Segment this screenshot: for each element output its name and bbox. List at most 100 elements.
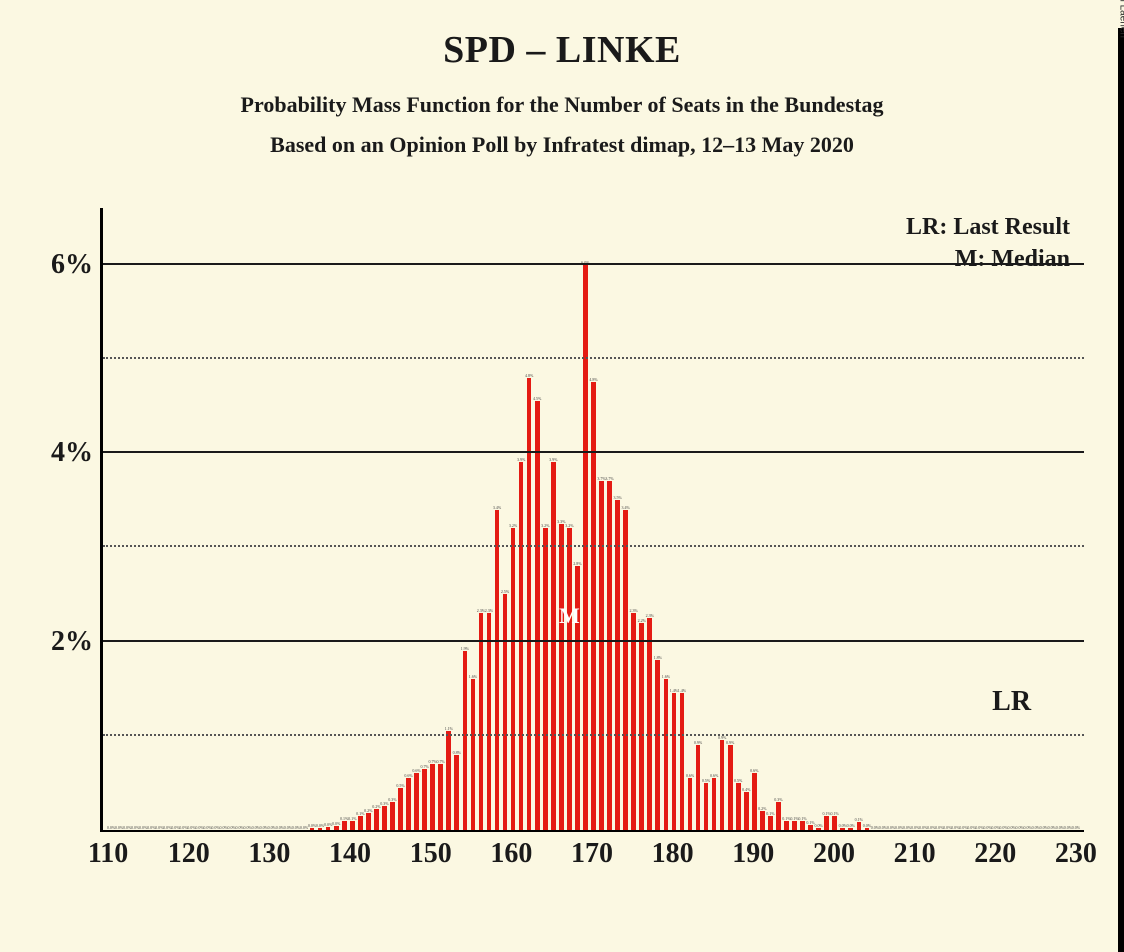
bar: 2.3% bbox=[647, 618, 652, 830]
bar-value-label: 3.5% bbox=[613, 495, 621, 500]
bar: 0.9% bbox=[728, 745, 733, 830]
x-axis-label: 210 bbox=[894, 838, 936, 870]
bar-value-label: 2.3% bbox=[646, 613, 654, 618]
bar: 0.3% bbox=[382, 806, 387, 830]
grid-minor bbox=[103, 545, 1084, 547]
bar: 0.1% bbox=[358, 816, 363, 830]
bar: 0.1% bbox=[350, 821, 355, 830]
bar-value-label: 1.8% bbox=[654, 655, 662, 660]
bar: 0.1% bbox=[832, 816, 837, 830]
bar: 3.3% bbox=[559, 524, 564, 830]
last-result-marker: LR bbox=[992, 686, 1031, 718]
bar: 3.4% bbox=[495, 510, 500, 830]
x-axis-label: 230 bbox=[1055, 838, 1097, 870]
bar-value-label: 0.5% bbox=[734, 778, 742, 783]
bar-value-label: 0.3% bbox=[380, 801, 388, 806]
bar-value-label: 0.6% bbox=[750, 768, 758, 773]
bar: 3.9% bbox=[519, 462, 524, 830]
bar-value-label: 3.7% bbox=[605, 476, 613, 481]
bar-value-label: 0.0% bbox=[1072, 825, 1080, 830]
x-axis-label: 140 bbox=[329, 838, 371, 870]
bar: 0.1% bbox=[768, 816, 773, 830]
bar: 1.6% bbox=[664, 679, 669, 830]
bar: 4.5% bbox=[535, 401, 540, 830]
bar-value-label: 0.6% bbox=[404, 773, 412, 778]
bar: 1.9% bbox=[463, 651, 468, 830]
copyright-text: © 2021 Filip van Laenen bbox=[1118, 0, 1124, 38]
bar: 0.0% bbox=[848, 828, 853, 830]
bar-value-label: 0.1% bbox=[831, 811, 839, 816]
bar: 3.7% bbox=[599, 481, 604, 830]
bar-value-label: 3.4% bbox=[493, 505, 501, 510]
bar: 1.4% bbox=[672, 693, 677, 830]
bar: 0.7% bbox=[438, 764, 443, 830]
bar-value-label: 3.4% bbox=[621, 505, 629, 510]
bar-value-label: 3.2% bbox=[509, 523, 517, 528]
grid-major bbox=[103, 263, 1084, 265]
bar-value-label: 0.4% bbox=[742, 787, 750, 792]
bar-value-label: 0.1% bbox=[766, 811, 774, 816]
bar: 0.1% bbox=[808, 825, 813, 830]
bar: 0.1% bbox=[857, 822, 862, 830]
bar-value-label: 0.6% bbox=[686, 773, 694, 778]
bar-value-label: 0.6% bbox=[710, 773, 718, 778]
bar: 3.2% bbox=[567, 528, 572, 830]
bar: 0.3% bbox=[776, 802, 781, 830]
bar: 0.1% bbox=[824, 816, 829, 830]
bar: 0.0% bbox=[865, 828, 870, 830]
bar: 0.0% bbox=[840, 828, 845, 830]
bar: 1.6% bbox=[471, 679, 476, 830]
bar-value-label: 2.3% bbox=[630, 608, 638, 613]
bar: 0.6% bbox=[688, 778, 693, 830]
bar-value-label: 1.9% bbox=[461, 646, 469, 651]
plot-area: 0.0%0.0%0.0%0.0%0.0%0.0%0.0%0.0%0.0%0.0%… bbox=[100, 208, 1084, 832]
bar: 3.4% bbox=[623, 510, 628, 830]
bar-value-label: 0.0% bbox=[814, 823, 822, 828]
bar-value-label: 3.2% bbox=[565, 523, 573, 528]
bar-value-label: 0.1% bbox=[348, 816, 356, 821]
grid-minor bbox=[103, 357, 1084, 359]
chart-subtitle-2: Based on an Opinion Poll by Infratest di… bbox=[0, 132, 1124, 158]
bar: 0.6% bbox=[414, 773, 419, 830]
bar-value-label: 0.9% bbox=[694, 740, 702, 745]
bar: 0.0% bbox=[334, 826, 339, 830]
bar-value-label: 4.5% bbox=[533, 396, 541, 401]
grid-major bbox=[103, 640, 1084, 642]
bar: 2.3% bbox=[487, 613, 492, 830]
bar: 0.1% bbox=[792, 821, 797, 830]
bar-value-label: 0.3% bbox=[774, 797, 782, 802]
right-border bbox=[1118, 28, 1124, 952]
bar: 0.2% bbox=[366, 813, 371, 830]
bar-value-label: 2.3% bbox=[485, 608, 493, 613]
bar: 3.2% bbox=[543, 528, 548, 830]
x-axis-label: 110 bbox=[88, 838, 128, 870]
legend-lr: LR: Last Result bbox=[906, 214, 1070, 241]
bar-value-label: 0.5% bbox=[702, 778, 710, 783]
bar-value-label: 4.8% bbox=[525, 373, 533, 378]
bar: 4.8% bbox=[591, 382, 596, 830]
bar-value-label: 3.9% bbox=[517, 457, 525, 462]
x-axis-label: 120 bbox=[168, 838, 210, 870]
bar: 0.0% bbox=[326, 827, 331, 830]
x-axis-label: 130 bbox=[248, 838, 290, 870]
bar-value-label: 2.2% bbox=[638, 618, 646, 623]
bar: 4.8% bbox=[527, 378, 532, 830]
bar: 0.1% bbox=[784, 821, 789, 830]
bar: 0.1% bbox=[342, 821, 347, 830]
bar: 0.8% bbox=[454, 755, 459, 830]
bar: 0.6% bbox=[406, 778, 411, 830]
x-axis-label: 160 bbox=[490, 838, 532, 870]
bar-value-label: 3.2% bbox=[541, 523, 549, 528]
bar: 3.7% bbox=[607, 481, 612, 830]
bar: 0.5% bbox=[704, 783, 709, 830]
bar-value-label: 0.7% bbox=[437, 759, 445, 764]
y-axis-label: 2% bbox=[51, 626, 93, 658]
bar: 0.7% bbox=[430, 764, 435, 830]
bar-value-label: 1.4% bbox=[678, 688, 686, 693]
bar-value-label: 3.9% bbox=[549, 457, 557, 462]
bar-value-label: 0.9% bbox=[726, 740, 734, 745]
bar: 0.0% bbox=[318, 828, 323, 830]
bar: 0.7% bbox=[422, 769, 427, 830]
x-axis-label: 150 bbox=[410, 838, 452, 870]
bar: 1.8% bbox=[655, 660, 660, 830]
